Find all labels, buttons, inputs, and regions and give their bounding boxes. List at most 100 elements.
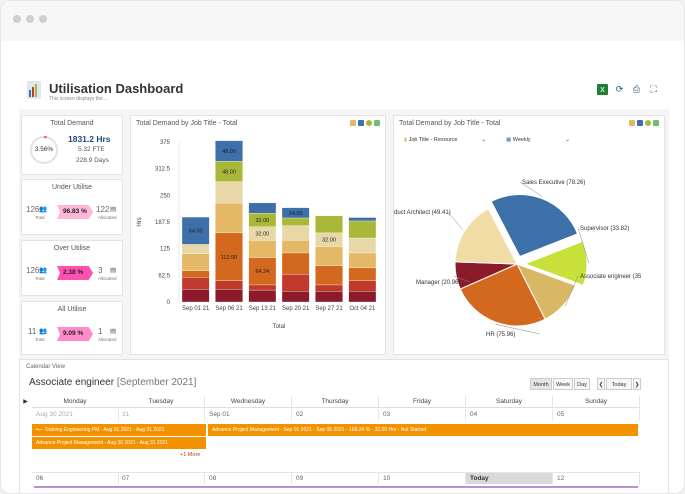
- bar-segment[interactable]: [315, 216, 342, 233]
- bar-segment[interactable]: [282, 274, 309, 291]
- date-cell[interactable]: 07: [118, 472, 205, 484]
- bar-segment[interactable]: [315, 266, 342, 285]
- window-dot-minimize[interactable]: [26, 15, 34, 23]
- fullscreen-icon[interactable]: ⛶: [648, 84, 659, 95]
- group-select-value: Job Title - Resource: [409, 137, 458, 143]
- bar-data-label: 24.00: [289, 211, 303, 217]
- event-bar[interactable]: Advance Project Management - Sep 01 2021…: [208, 424, 638, 436]
- bar-segment[interactable]: [249, 240, 276, 257]
- calendar-title: Associate engineer [September 2021]: [29, 377, 196, 388]
- date-cell[interactable]: 02: [292, 409, 379, 421]
- over-total-label: Total: [35, 276, 45, 281]
- next-button[interactable]: ❯: [633, 378, 641, 390]
- all-utilise-card[interactable]: All Utilise 11 👥 Total 9.09 % 1 ▤ Alloca…: [21, 301, 123, 355]
- bar-segment[interactable]: [349, 253, 376, 268]
- bar-segment[interactable]: [315, 291, 342, 302]
- date-cell[interactable]: 05: [553, 409, 640, 421]
- bar-segment[interactable]: [182, 271, 209, 277]
- export-icon[interactable]: [350, 120, 356, 126]
- expand-icon[interactable]: [374, 120, 380, 126]
- bar-segment[interactable]: [215, 203, 242, 233]
- bar-segment[interactable]: [349, 291, 376, 302]
- excel-export-icon[interactable]: x: [597, 84, 608, 95]
- bar-segment[interactable]: [182, 254, 209, 271]
- x-tick-label: Sep 27 21: [315, 306, 343, 312]
- view-day-button[interactable]: Day: [574, 378, 590, 390]
- bar-segment[interactable]: [215, 281, 242, 290]
- bar-segment[interactable]: [349, 218, 376, 221]
- demand-fte: 5.32 FTE: [78, 146, 105, 153]
- expand-arrow-icon[interactable]: ▶: [21, 396, 30, 408]
- calendar-panel: Calendar View Associate engineer [Septem…: [19, 359, 669, 494]
- all-total-count: 11: [28, 327, 36, 336]
- view-week-button[interactable]: Week: [553, 378, 573, 390]
- date-cell[interactable]: Aug 30 2021: [32, 409, 119, 421]
- over-utilise-card[interactable]: Over Utilise 126 👥 Total 2.38 % 3 ▤ Allo…: [21, 240, 123, 296]
- today-cell[interactable]: Today: [466, 472, 553, 484]
- calendar-check-icon: ▤: [110, 205, 116, 213]
- expand-icon[interactable]: [653, 120, 659, 126]
- bar-segment[interactable]: [349, 238, 376, 253]
- bar-segment[interactable]: [349, 281, 376, 292]
- day-header-wednesday: Wednesday: [205, 396, 292, 408]
- window-dot-close[interactable]: [13, 15, 21, 23]
- pie-slice-label: duct Architect (49.41): [394, 210, 451, 216]
- prev-button[interactable]: ❮: [597, 378, 605, 390]
- bar-chart-panel: Total Demand by Job Title - Total 0 62.5 1…: [130, 115, 386, 355]
- bar-segment[interactable]: [182, 289, 209, 302]
- date-cell[interactable]: 12: [553, 472, 640, 484]
- bar-segment[interactable]: [315, 285, 342, 291]
- date-cell[interactable]: Sep 01: [205, 409, 292, 421]
- date-cell[interactable]: 08: [205, 472, 292, 484]
- total-demand-card[interactable]: Total Demand 3.56% 1831.2 Hrs 5.32 FTE 2…: [21, 115, 123, 175]
- pie-slice-label: Manager (20.96): [416, 280, 460, 286]
- pie-chart-panel: Total Demand by Job Title - Total ▮ Job …: [393, 115, 665, 355]
- date-cell[interactable]: 09: [292, 472, 379, 484]
- bar-segment[interactable]: [282, 253, 309, 274]
- x-axis-label: Total: [273, 324, 286, 330]
- more-events-link[interactable]: +1 More: [180, 452, 200, 458]
- filter-icon[interactable]: [637, 120, 643, 126]
- bar-segment[interactable]: [249, 290, 276, 302]
- bar-segment[interactable]: [315, 247, 342, 266]
- day-header-thursday: Thursday: [292, 396, 379, 408]
- date-cell[interactable]: 03: [379, 409, 466, 421]
- bar-segment[interactable]: [182, 244, 209, 253]
- bar-segment[interactable]: [349, 268, 376, 281]
- bar-segment[interactable]: [249, 285, 276, 290]
- options-icon[interactable]: [645, 120, 651, 126]
- bar-segment[interactable]: [282, 291, 309, 302]
- today-button[interactable]: Today: [606, 378, 632, 390]
- bar-segment[interactable]: [215, 289, 242, 302]
- dashboard-header: Utilisation Dashboard This screen displa…: [19, 73, 669, 109]
- x-tick-label: Sep 06 21: [215, 306, 243, 312]
- event-bar[interactable]: ⟵ Training Engineering PM - Aug 01 2021 …: [32, 424, 206, 436]
- options-icon[interactable]: [366, 120, 372, 126]
- under-utilise-card[interactable]: Under Utilise 126 👥 Total 96.83 % 122 ▤ …: [21, 179, 123, 235]
- y-tick-label: 312.5: [155, 167, 171, 173]
- group-select[interactable]: ▮ Job Title - Resource ⌄: [404, 134, 486, 146]
- export-icon[interactable]: [629, 120, 635, 126]
- period-select[interactable]: ▦ Weekly ⌄: [506, 134, 570, 146]
- bar-chart: 062.5125187.5250312.5375Hrs64.00Sep 01 2…: [131, 134, 387, 356]
- refresh-icon[interactable]: ⟳: [614, 84, 625, 95]
- date-cell[interactable]: 06: [32, 472, 119, 484]
- bar-segment[interactable]: [282, 240, 309, 253]
- bar-segment[interactable]: [215, 182, 242, 203]
- bar-data-label: 32.00: [322, 238, 336, 244]
- y-tick-label: 250: [160, 193, 171, 199]
- x-tick-label: Sep 01 21: [182, 306, 210, 312]
- date-cell[interactable]: 04: [466, 409, 553, 421]
- filter-icon[interactable]: [358, 120, 364, 126]
- bar-segment[interactable]: [249, 203, 276, 213]
- window-dot-maximize[interactable]: [39, 15, 47, 23]
- bar-segment[interactable]: [349, 221, 376, 238]
- bar-segment[interactable]: [282, 226, 309, 241]
- date-cell[interactable]: 10: [379, 472, 466, 484]
- bar-segment[interactable]: [282, 218, 309, 226]
- bar-segment[interactable]: [182, 277, 209, 289]
- date-cell[interactable]: 31: [118, 409, 205, 421]
- print-icon[interactable]: ⎙: [631, 84, 642, 95]
- view-month-button[interactable]: Month: [530, 378, 552, 390]
- event-bar[interactable]: Advance Project Management - Aug 30 2021…: [32, 437, 206, 449]
